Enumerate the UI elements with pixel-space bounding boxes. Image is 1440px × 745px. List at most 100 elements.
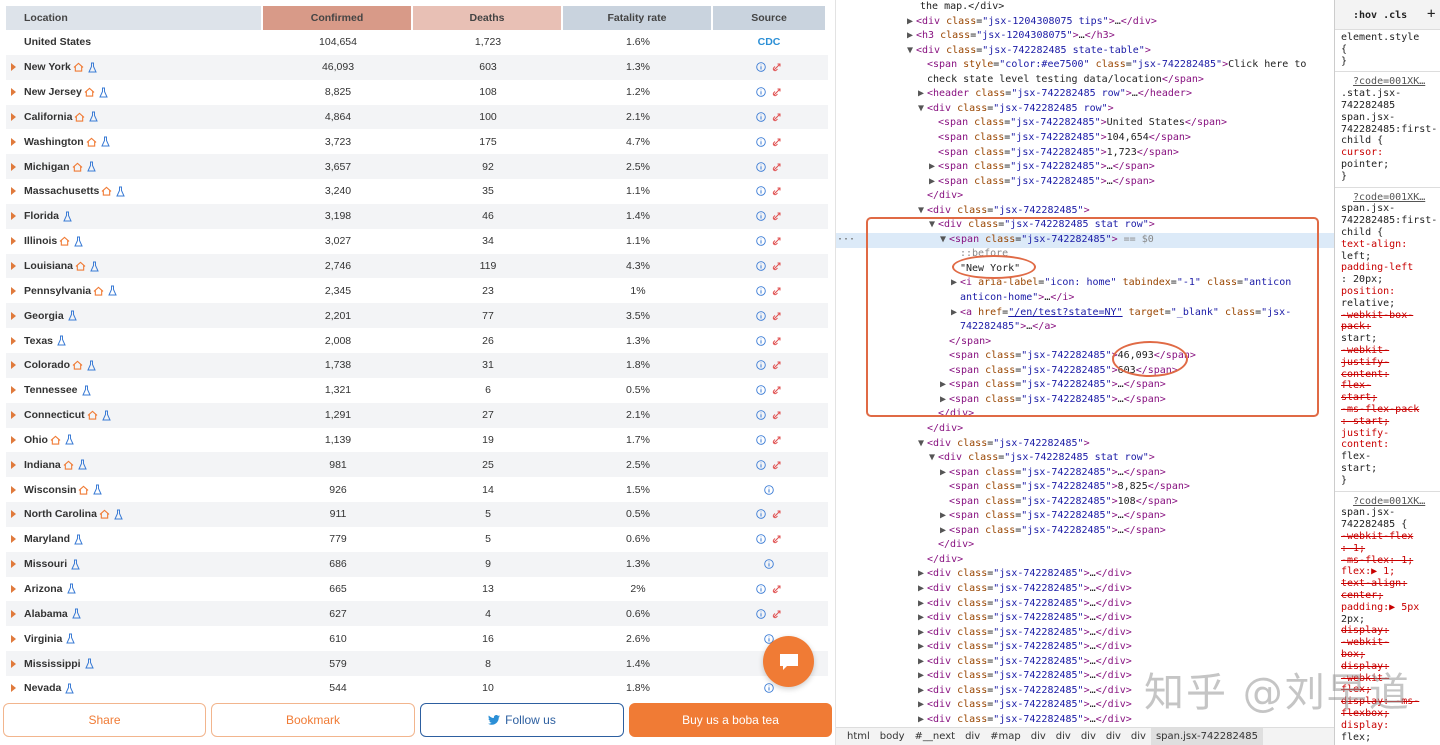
cdc-link[interactable]: CDC <box>757 36 781 49</box>
dom-node-line[interactable]: ▶ <span class="jsx-742282485">…</span> <box>940 509 1166 524</box>
testing-flask-icon[interactable] <box>65 683 75 694</box>
expand-toggle-icon[interactable]: ▼ <box>940 233 947 245</box>
dom-node-line[interactable]: ::before <box>960 248 1009 260</box>
expand-caret-icon[interactable] <box>11 411 16 420</box>
info-icon[interactable] <box>756 410 766 420</box>
testing-flask-icon[interactable] <box>66 583 76 594</box>
table-row[interactable]: Georgia 2,201 77 3.5% <box>6 303 828 329</box>
row-location[interactable]: Missouri <box>6 552 263 577</box>
expand-toggle-icon[interactable]: ▶ <box>918 626 925 638</box>
table-row-united-states[interactable]: United States 104,654 1,723 1.6% CDC <box>6 30 828 55</box>
dom-node-line[interactable]: ▶ <span class="jsx-742282485">…</span> <box>940 524 1166 539</box>
expand-toggle-icon[interactable]: ▼ <box>918 204 925 216</box>
info-icon[interactable] <box>756 310 766 321</box>
row-location[interactable]: Nevada <box>6 676 263 701</box>
external-link-icon[interactable] <box>772 311 782 321</box>
breadcrumb-item[interactable]: div <box>1080 730 1096 742</box>
info-icon[interactable] <box>756 186 766 197</box>
external-link-icon[interactable] <box>772 360 782 370</box>
external-link-icon[interactable] <box>772 460 782 470</box>
dom-node-line[interactable]: check state level testing data/location<… <box>927 73 1204 85</box>
expand-caret-icon[interactable] <box>11 286 16 295</box>
testing-flask-icon[interactable] <box>114 509 123 520</box>
expand-toggle-icon[interactable]: ▼ <box>929 452 936 464</box>
expand-toggle-icon[interactable]: ▶ <box>918 597 925 609</box>
breadcrumb-item[interactable]: div <box>965 730 981 742</box>
testing-flask-icon[interactable] <box>86 161 96 172</box>
hov-cls-toggle[interactable]: :hov .cls <box>1353 10 1408 21</box>
dom-node-line[interactable]: </div> <box>927 553 964 565</box>
expand-caret-icon[interactable] <box>11 684 16 693</box>
rule-source-link[interactable]: ?code=001XK… <box>1353 191 1426 203</box>
breadcrumb-item[interactable]: div <box>1105 730 1121 742</box>
expand-caret-icon[interactable] <box>11 510 16 519</box>
dom-node-line[interactable]: <span class="jsx-742282485">United State… <box>938 117 1228 129</box>
testing-flask-icon[interactable] <box>87 360 96 371</box>
rule-source-link[interactable]: ?code=001XK… <box>1353 76 1426 88</box>
external-link-icon[interactable] <box>772 211 782 221</box>
dom-node-line[interactable]: the map.</div> <box>920 1 1005 12</box>
table-row[interactable]: Maryland 779 5 0.6% <box>6 527 828 552</box>
breadcrumb-item[interactable]: #map <box>990 730 1021 742</box>
testing-flask-icon[interactable] <box>74 534 83 545</box>
table-row[interactable]: Louisiana 2,746 119 4.3% <box>6 253 828 279</box>
header-location[interactable]: Location <box>6 6 261 30</box>
table-row[interactable]: Missouri 686 9 1.3% <box>6 551 828 577</box>
expand-toggle-icon[interactable]: ▶ <box>940 524 947 536</box>
breadcrumb-item[interactable]: span.jsx-742282485 <box>1150 727 1263 745</box>
testing-flask-icon[interactable] <box>89 111 99 122</box>
dom-node-line[interactable]: ▼ <div class="jsx-742282485 stat row"> <box>929 451 1155 466</box>
dom-node-line[interactable]: ▶ <span class="jsx-742282485">…</span> <box>940 466 1166 481</box>
expand-toggle-icon[interactable]: ▶ <box>918 655 925 667</box>
dom-node-line[interactable]: ▼ <span class="jsx-742282485"> == $0 <box>940 233 1154 248</box>
dom-node-line[interactable]: ▼ <div class="jsx-742282485"> <box>918 437 1090 452</box>
row-location[interactable]: Indiana <box>6 452 263 477</box>
dom-node-line[interactable]: ▶ <div class="jsx-742282485">…</div> <box>918 640 1132 655</box>
expand-caret-icon[interactable] <box>11 63 16 72</box>
info-icon[interactable] <box>756 211 766 222</box>
testing-flask-icon[interactable] <box>99 87 108 98</box>
info-icon[interactable] <box>756 460 766 470</box>
external-link-icon[interactable] <box>772 336 782 346</box>
header-deaths[interactable]: Deaths <box>413 6 561 30</box>
info-icon[interactable] <box>756 534 766 545</box>
row-location[interactable]: Pennsylvania <box>6 278 263 303</box>
expand-caret-icon[interactable] <box>11 659 16 668</box>
testing-flask-icon[interactable] <box>63 211 72 222</box>
expand-toggle-icon[interactable]: ▶ <box>951 306 958 318</box>
dom-node-line[interactable]: <span style="color:#ee7500" class="jsx-7… <box>927 59 1307 71</box>
row-location[interactable]: Alabama <box>6 601 263 626</box>
testing-flask-icon[interactable] <box>93 484 103 495</box>
dom-node-line[interactable]: ▶ <div class="jsx-742282485">…</div> <box>918 669 1132 684</box>
table-row[interactable]: New Jersey 8,825 108 1.2% <box>6 80 828 105</box>
table-row[interactable]: California 4,864 100 2.1% <box>6 104 828 130</box>
breadcrumb-item[interactable]: div <box>1130 730 1146 742</box>
expand-toggle-icon[interactable]: ▶ <box>918 670 925 682</box>
external-link-icon[interactable] <box>772 509 782 519</box>
expand-caret-icon[interactable] <box>11 584 16 593</box>
external-link-icon[interactable] <box>772 137 782 147</box>
dom-node-line[interactable]: ▶ <div class="jsx-742282485">…</div> <box>918 684 1132 699</box>
dom-node-line[interactable]: ▶ <div class="jsx-742282485">…</div> <box>918 567 1132 582</box>
row-location[interactable]: Connecticut <box>6 403 263 428</box>
dom-node-line[interactable]: ▼ <div class="jsx-742282485"> <box>918 204 1090 219</box>
expand-caret-icon[interactable] <box>11 386 16 395</box>
table-row[interactable]: Massachusetts 3,240 35 1.1% <box>6 179 828 204</box>
testing-flask-icon[interactable] <box>67 310 77 321</box>
expand-caret-icon[interactable] <box>11 361 16 370</box>
dom-node-line[interactable]: <span class="jsx-742282485">1,723</span> <box>938 146 1179 158</box>
expand-toggle-icon[interactable]: ▶ <box>918 684 925 696</box>
dom-node-line[interactable]: ▶ <h3 class="jsx-1204308075">…</h3> <box>907 29 1115 44</box>
dom-node-line[interactable]: </div> <box>927 422 964 434</box>
expand-toggle-icon[interactable]: ▼ <box>918 102 925 114</box>
expand-caret-icon[interactable] <box>11 535 16 544</box>
expand-caret-icon[interactable] <box>11 634 16 643</box>
expand-toggle-icon[interactable]: ▶ <box>940 466 947 478</box>
info-icon[interactable] <box>756 584 766 594</box>
breadcrumb-item[interactable]: body <box>879 730 905 742</box>
row-location[interactable]: Texas <box>6 328 263 353</box>
expand-caret-icon[interactable] <box>11 162 16 171</box>
expand-toggle-icon[interactable]: ▶ <box>918 583 925 594</box>
expand-toggle-icon[interactable]: ▶ <box>929 175 936 187</box>
chat-button[interactable] <box>763 636 814 687</box>
